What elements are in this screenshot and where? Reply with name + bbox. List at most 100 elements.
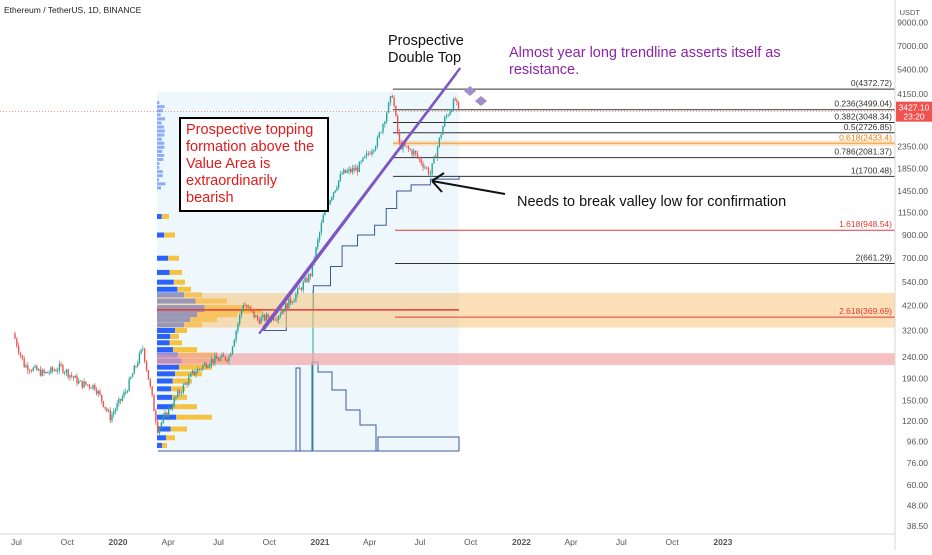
volume-profile-bar-down (175, 327, 187, 333)
candle-body (36, 365, 38, 371)
candle-body (133, 365, 135, 374)
candle-body (262, 314, 264, 318)
candle-body (235, 330, 237, 341)
price-axis-tick: 7000.00 (897, 41, 928, 51)
candle-body (300, 287, 303, 290)
candle-countdown: 23:20 (903, 112, 925, 122)
volume-profile-bar-thin (157, 113, 161, 117)
volume-profile-bar-down (170, 333, 179, 339)
candle-body (217, 358, 220, 361)
candle-body (50, 367, 52, 373)
candle-body (39, 369, 42, 376)
time-axis-tick: Jul (414, 537, 425, 547)
candle-body (356, 167, 359, 172)
candle-body (203, 363, 206, 366)
candle-body (83, 381, 85, 388)
price-axis-tick: 76.00 (907, 458, 929, 468)
volume-profile-bar-thin (157, 186, 161, 190)
volume-profile-bar-down (177, 286, 191, 292)
candle-body (384, 121, 386, 125)
volume-profile-bar-down (173, 279, 185, 285)
volume-profile-bar-down (172, 378, 192, 384)
volume-profile-bar-up (157, 371, 175, 377)
candle-body (88, 384, 91, 388)
candle-body (76, 375, 78, 384)
volume-profile-bar-thin (157, 137, 162, 141)
candle-body (276, 319, 278, 321)
candle-body (78, 380, 80, 384)
candle-body (329, 200, 331, 205)
candle-body (449, 111, 451, 116)
candle-body (177, 390, 179, 397)
fib-level-label: 0.5(2726.85) (844, 122, 892, 132)
candle-body (116, 403, 118, 410)
candle-body (452, 99, 455, 111)
candle-body (288, 298, 290, 309)
volume-profile-bar-down (173, 347, 197, 353)
candle-body (362, 157, 364, 162)
candle-body (393, 97, 395, 106)
candle-body (253, 311, 255, 318)
price-axis-tick: 540.00 (902, 277, 928, 287)
price-axis-tick: 320.00 (902, 325, 928, 335)
candle-body (339, 174, 342, 181)
candle-body (396, 115, 399, 132)
candle-body (95, 389, 98, 394)
candle-body (196, 369, 199, 373)
last-price-badge (896, 101, 932, 122)
candle-body (41, 369, 43, 376)
candle-body (153, 395, 155, 412)
candle-body (51, 367, 54, 371)
candle-body (318, 232, 321, 240)
candle-body (207, 366, 209, 368)
candle-body (405, 146, 408, 147)
candle-body (128, 378, 130, 392)
candle-body (27, 365, 29, 371)
candle-body (17, 346, 20, 353)
time-axis-tick: Apr (565, 537, 578, 547)
candle-body (99, 391, 101, 395)
candle-body (435, 156, 437, 158)
candle-body (107, 410, 110, 412)
volume-profile-bar-down (169, 269, 182, 275)
candle-body (113, 411, 115, 415)
candle-body (433, 156, 435, 164)
price-axis-tick: 150.00 (902, 395, 928, 405)
time-axis-tick: Oct (61, 537, 75, 547)
candle-body (81, 380, 83, 388)
price-axis-tick: 9000.00 (897, 18, 928, 28)
candle-body (193, 370, 195, 375)
candle-body (420, 159, 422, 164)
candle-body (130, 377, 132, 379)
candle-body (371, 151, 373, 155)
price-axis-tick: 700.00 (902, 253, 928, 263)
fib-level-label: 0.236(3499.04) (834, 99, 892, 109)
volume-profile-bar-thin (157, 182, 166, 186)
fib-level-label: 2(661.29) (856, 252, 893, 262)
candle-body (387, 102, 390, 113)
candle-body (295, 293, 297, 301)
candle-body (317, 239, 319, 248)
candle-body (297, 288, 299, 294)
candle-body (260, 317, 262, 324)
candle-body (456, 99, 458, 102)
candle-body (138, 353, 141, 364)
candle-body (364, 155, 366, 158)
candle-body (255, 315, 257, 318)
candle-body (166, 412, 168, 417)
candle-body (404, 143, 406, 147)
candle-body (309, 274, 312, 277)
candle-body (267, 314, 269, 319)
time-axis-tick: Oct (464, 537, 478, 547)
candle-body (320, 222, 323, 233)
candle-body (331, 197, 333, 201)
candle-body (189, 373, 192, 377)
candle-body (298, 287, 301, 289)
fib-level-label: 2.618(369.69) (839, 306, 892, 316)
candle-body (365, 153, 368, 156)
candle-body (188, 376, 190, 385)
candle-body (306, 277, 308, 282)
time-axis-tick: Jul (213, 537, 224, 547)
candle-body (14, 333, 16, 339)
